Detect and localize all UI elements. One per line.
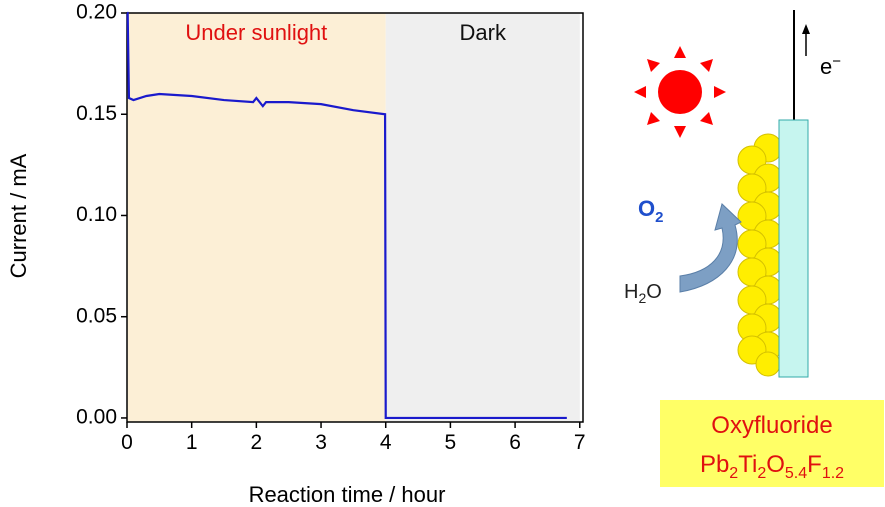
y-tick-label: 0.05 [76, 304, 117, 327]
sub: 2 [757, 465, 766, 482]
data-line [126, 11, 567, 420]
x-tick-label: 6 [509, 431, 521, 454]
electrode [778, 119, 809, 378]
reaction-arrow [679, 203, 742, 293]
symbol: O [646, 281, 662, 303]
y-tick-label: 0.20 [76, 1, 117, 24]
y-tick-label: 0.15 [76, 102, 117, 125]
sub: 2 [729, 465, 738, 482]
sub: 5.4 [785, 465, 807, 482]
x-tick-label: 4 [380, 431, 392, 454]
plot: Under sunlight Dark 0.00 0.05 0.10 0.15 0.20 0 1… [76, 1, 585, 454]
x-tick-label: 2 [251, 431, 263, 454]
region-label: Under sunlight [185, 20, 327, 45]
particles [737, 133, 783, 377]
el: F [807, 451, 822, 478]
material-name: Oxyfluoride [711, 412, 832, 439]
x-tick-label: 0 [121, 431, 133, 454]
y-tick-label: 0.00 [76, 405, 117, 428]
x-tick-label: 5 [445, 431, 457, 454]
superscript: − [832, 53, 841, 70]
symbol: e [820, 54, 832, 79]
el: Pb [700, 451, 729, 478]
x-axis-label: Reaction time / hour [249, 482, 446, 507]
arrow-head [802, 24, 810, 34]
el: O [766, 451, 785, 478]
symbol: O [638, 196, 655, 221]
x-tick-label: 7 [574, 431, 586, 454]
el: Ti [738, 451, 757, 478]
region [385, 13, 580, 422]
o2-label: O2 [638, 196, 663, 226]
symbol: H [624, 281, 638, 303]
y-tick-label: 0.10 [76, 203, 117, 226]
subscript: 2 [655, 209, 663, 226]
material-box [660, 400, 884, 487]
region-label: Dark [460, 20, 507, 45]
sun [634, 46, 726, 138]
x-tick-label: 3 [315, 431, 327, 454]
h2o-label: H2O [624, 281, 662, 306]
subscript: 2 [638, 290, 646, 306]
region [127, 13, 386, 422]
electron-label: e− [820, 53, 841, 79]
formula: Pb2Ti2O5.4F1.2 [700, 451, 844, 482]
sub: 1.2 [822, 465, 844, 482]
plot-frame [126, 12, 584, 423]
y-axis-label: Current / mA [6, 153, 31, 278]
x-tick-label: 1 [186, 431, 198, 454]
